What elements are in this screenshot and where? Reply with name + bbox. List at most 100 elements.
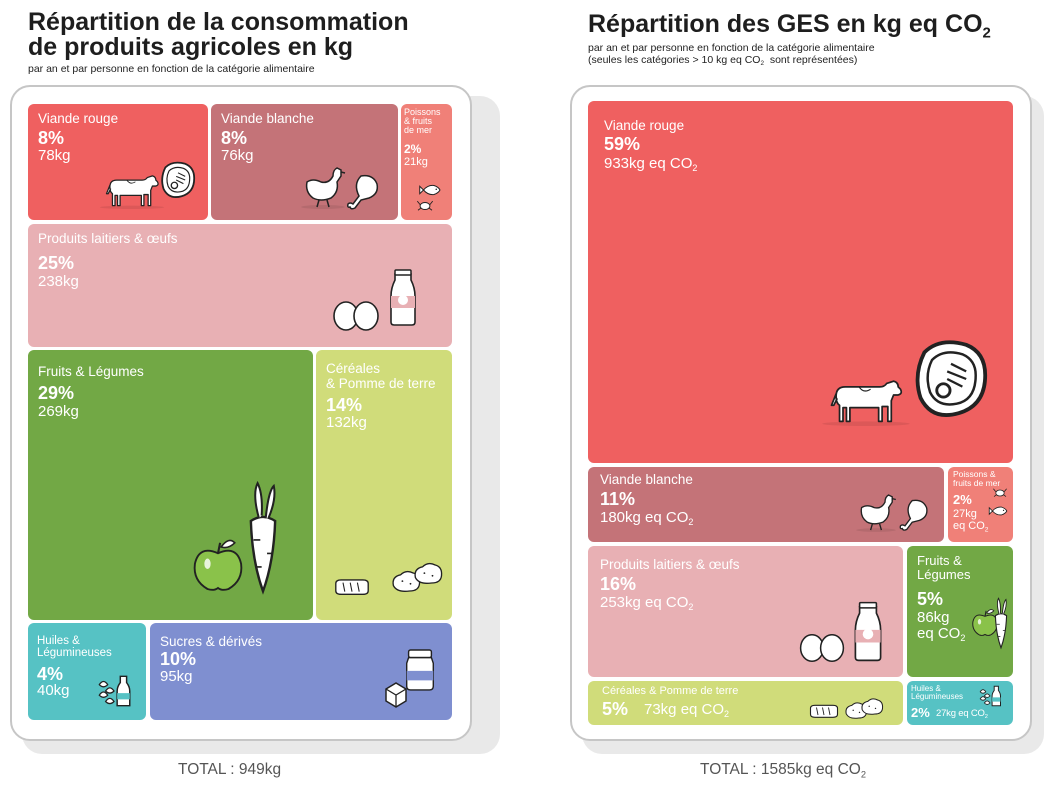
- total-text: TOTAL : 1585kg eq CO: [700, 761, 861, 778]
- tile-label-line2: Légumes: [917, 567, 971, 582]
- sugar-cube-icon: [385, 682, 407, 708]
- subtitle-part: (seules les catégories > 10 kg eq CO: [588, 54, 761, 66]
- tile-label-line2: Légumineuses: [911, 692, 964, 701]
- tile-value: 21kg: [404, 156, 428, 168]
- tile-label-line1: Poissons &: [953, 469, 996, 479]
- tile-percent: 8%: [38, 128, 65, 148]
- cow-icon: [821, 380, 911, 427]
- tile-percent: 25%: [38, 253, 75, 273]
- right-total: TOTAL : 1585kg eq CO2: [700, 761, 866, 779]
- steak-icon: [161, 161, 196, 199]
- tile-label-line1: Fruits &: [917, 553, 962, 568]
- total-subscript: 2: [860, 769, 866, 780]
- tile-label-line2: fruits de mer: [953, 478, 1001, 488]
- value-subscript: 2: [960, 633, 966, 644]
- tile-percent: 14%: [326, 395, 363, 415]
- tile-value: 27kg eq CO2: [936, 708, 988, 720]
- tile-percent: 5%: [602, 699, 629, 719]
- tile-percent: 8%: [221, 128, 248, 148]
- tile-value: 269kg: [38, 403, 79, 420]
- bread-icon: [809, 704, 839, 718]
- tile-label: Viande rouge: [604, 118, 685, 133]
- subtitle-part: sont représentées): [763, 54, 858, 66]
- tile-value: 40kg: [37, 682, 70, 699]
- milk-bottle-icon: [390, 269, 416, 326]
- drumstick-icon: [347, 174, 379, 210]
- left-tile-cereales: Céréales & Pomme de terre 14% 132kg: [316, 350, 452, 620]
- milk-bottle-icon: [854, 601, 882, 662]
- tile-percent: 11%: [600, 489, 636, 509]
- left-subtitle: par an et par personne en fonction de la…: [28, 63, 315, 75]
- value-subscript: 2: [688, 602, 694, 613]
- left-tile-fruits: Fruits & Légumes 29% 269kg: [28, 350, 313, 620]
- eggs-icon: [333, 301, 379, 331]
- tile-value: 180kg eq CO2: [600, 510, 694, 528]
- left-tile-viande-rouge: Viande rouge 8% 78kg: [28, 104, 208, 220]
- left-title-line1: Répartition de la consommation: [28, 8, 409, 36]
- tile-label: Sucres & dérivés: [160, 634, 263, 649]
- eggs-icon: [799, 633, 845, 663]
- oil-beans-icon: [98, 675, 131, 707]
- drumstick-icon: [899, 499, 928, 531]
- bread-icon: [335, 579, 369, 595]
- chicken-icon: [300, 167, 346, 210]
- value-subscript: 2: [692, 163, 698, 174]
- oil-beans-icon: [979, 685, 1001, 707]
- tile-value: 253kg eq CO2: [600, 595, 694, 613]
- left-total: TOTAL : 949kg: [178, 761, 282, 778]
- steak-icon: [915, 340, 988, 418]
- tile-label: Viande blanche: [221, 111, 314, 126]
- tile-label-line3: de mer: [404, 125, 433, 135]
- left-tile-sucres: Sucres & dérivés 10% 95kg: [150, 623, 452, 720]
- tile-label: Fruits & Légumes: [38, 364, 144, 379]
- value-subscript: 2: [688, 517, 694, 528]
- tile-label: Céréales & Pomme de terre: [602, 685, 739, 697]
- left-tile-laitiers: Produits laitiers & œufs 25% 238kg: [28, 224, 452, 347]
- right-tile-poissons: Poissons & fruits de mer 2% 27kg eq CO2: [948, 467, 1013, 542]
- tile-label-line1: Huiles &: [37, 635, 80, 647]
- tile-percent: 10%: [160, 649, 197, 669]
- tile-value: 238kg: [38, 273, 79, 290]
- right-tile-huiles: Huiles & Légumineuses 2% 27kg eq CO2: [907, 681, 1013, 725]
- value-text: 933kg eq CO: [604, 155, 693, 172]
- tile-percent: 16%: [600, 574, 637, 594]
- tile-value: 132kg: [326, 414, 367, 431]
- value-text: eq CO: [917, 625, 961, 642]
- tile-value: 76kg: [221, 147, 254, 164]
- right-title-text: Répartition des GES en kg eq CO: [588, 10, 983, 38]
- tile-label-line1: Céréales: [326, 361, 381, 376]
- right-subtitle-line1: par an et par personne en fonction de la…: [588, 42, 875, 54]
- fish-icon: [988, 488, 1008, 516]
- right-chart-panel: Répartition des GES en kg eq CO2 par an …: [560, 0, 1044, 789]
- tile-label-line2: & fruits: [404, 116, 433, 126]
- tile-value-line1: 86kg: [917, 609, 950, 626]
- tile-percent: 59%: [604, 134, 641, 154]
- subtitle-subscript: 2: [760, 60, 764, 68]
- value-text: 27kg eq CO: [936, 708, 985, 719]
- tile-percent: 4%: [37, 664, 64, 684]
- value-subscript: 2: [724, 709, 730, 720]
- tile-value: 933kg eq CO2: [604, 155, 698, 174]
- value-subscript: 2: [984, 526, 989, 534]
- tile-label-line1: Huiles &: [911, 684, 941, 693]
- left-tile-viande-blanche: Viande blanche 8% 76kg: [211, 104, 398, 220]
- chicken-icon: [855, 494, 897, 533]
- right-tile-fruits: Fruits & Légumes 5% 86kg eq CO2: [907, 546, 1013, 677]
- right-tile-laitiers: Produits laitiers & œufs 16% 253kg eq CO…: [588, 546, 903, 677]
- tile-label: Viande blanche: [600, 472, 693, 487]
- right-tile-viande-blanche: Viande blanche 11% 180kg eq CO2: [588, 467, 944, 542]
- tile-percent: 2%: [404, 142, 422, 156]
- potato-icon: [845, 698, 884, 719]
- tile-percent: 2%: [953, 492, 972, 507]
- tile-percent: 29%: [38, 383, 75, 403]
- left-title-line2: de produits agricoles en kg: [28, 33, 354, 61]
- right-title-subscript: 2: [982, 24, 991, 42]
- tile-value: 78kg: [38, 147, 71, 164]
- value-text: eq CO: [953, 520, 985, 532]
- value-text: 73kg eq CO: [644, 701, 725, 718]
- tile-value: 95kg: [160, 668, 193, 685]
- left-tile-poissons: Poissons & fruits de mer 2% 21kg: [401, 104, 452, 220]
- tile-label-line1: Poissons: [404, 107, 441, 117]
- tile-label: Produits laitiers & œufs: [600, 557, 740, 572]
- tile-value-line1: 27kg: [953, 508, 977, 520]
